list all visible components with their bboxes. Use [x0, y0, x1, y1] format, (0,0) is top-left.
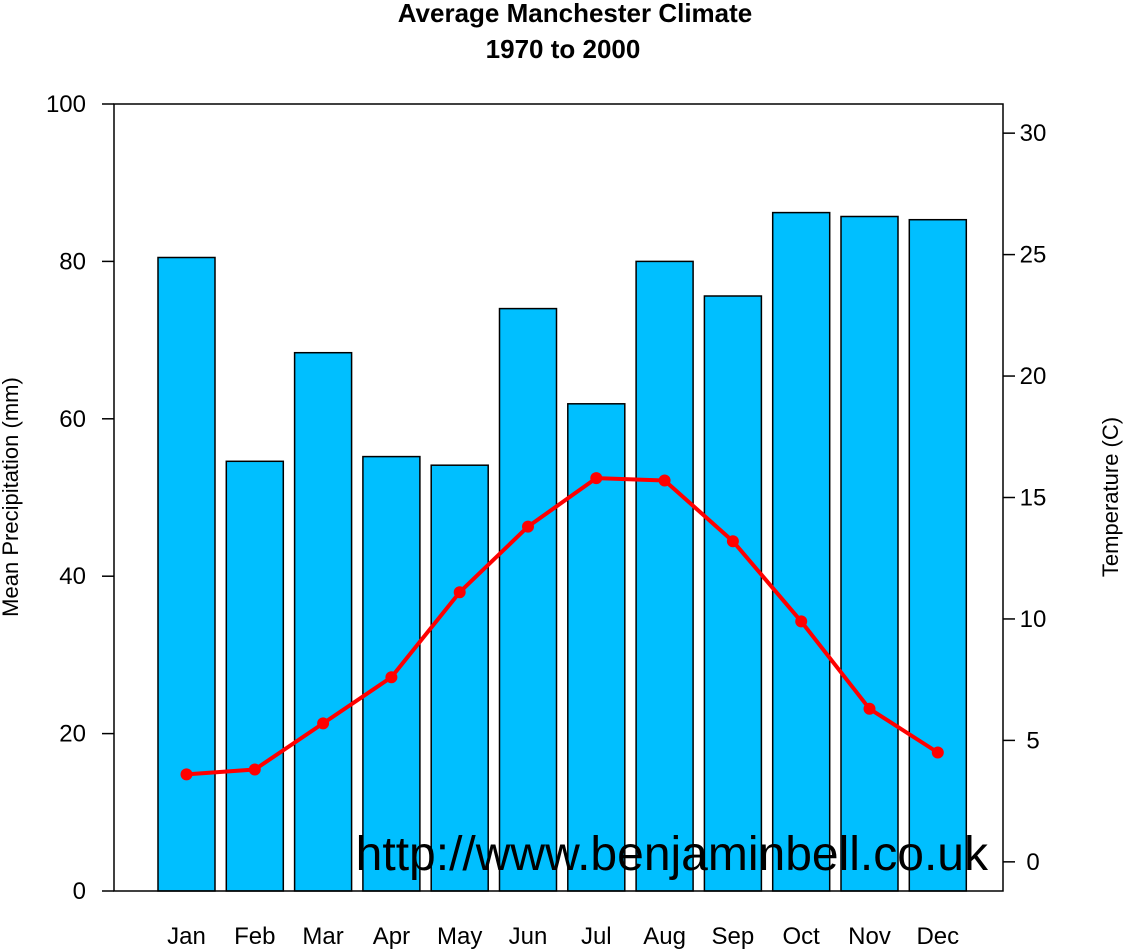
temperature-point-apr	[385, 671, 398, 684]
x-tick-label: Dec	[916, 923, 959, 950]
y-tick-label: 100	[46, 91, 86, 118]
bar-nov	[840, 215, 899, 892]
y-tick-label: 60	[59, 406, 86, 433]
y-tick-label: 40	[59, 563, 86, 590]
x-tick-label: Oct	[783, 923, 821, 950]
bar-dec	[908, 218, 968, 892]
bar-sep	[703, 295, 763, 892]
temperature-point-mar	[317, 717, 330, 730]
y2-tick-label: 15	[1020, 485, 1047, 512]
y2-tick-label: 20	[1020, 363, 1047, 390]
temperature-point-jul	[590, 472, 603, 485]
y2-axis-label: Temperature (C)	[1098, 417, 1123, 577]
x-tick-label: Aug	[643, 923, 686, 950]
bar-oct	[771, 211, 831, 892]
bar-jun	[498, 307, 558, 892]
bars-group	[157, 211, 968, 892]
chart-title: Average Manchester Climate	[398, 0, 753, 28]
x-axis: Jan Feb Mar Apr May Jun Jul Aug Sep Oct Nov Dec	[167, 923, 959, 950]
y-tick-label: 0	[73, 878, 86, 905]
temperature-point-feb	[248, 763, 261, 776]
watermark-url: http://www.benjaminbell.co.uk	[356, 828, 989, 881]
y2-tick-label: 5	[1026, 727, 1039, 754]
bar-jul	[567, 403, 626, 892]
y2-tick-label: 0	[1026, 849, 1039, 876]
x-tick-label: Nov	[848, 923, 891, 950]
x-tick-label: Feb	[234, 923, 275, 950]
x-tick-label: Mar	[302, 923, 343, 950]
y-axis-label: Mean Precipitation (mm)	[0, 377, 23, 617]
temperature-line-group	[180, 472, 944, 781]
chart-title-group: Average Manchester Climate 1970 to 2000	[398, 0, 753, 64]
temperature-line	[186, 476, 939, 777]
temperature-point-sep	[726, 535, 739, 548]
x-tick-label: Jun	[509, 923, 548, 950]
x-tick-label: Apr	[373, 923, 410, 950]
y2-tick-label: 25	[1020, 242, 1047, 269]
temperature-point-jan	[180, 768, 193, 781]
x-tick-label: Jul	[581, 923, 612, 950]
x-tick-label: Sep	[712, 923, 755, 950]
left-axis: 0 20 40 60 80 100	[46, 91, 114, 905]
y2-tick-label: 30	[1020, 120, 1047, 147]
temperature-point-nov	[863, 702, 876, 715]
right-axis: 0 5 10 15 20 25 30	[1003, 120, 1046, 876]
x-tick-label: Jan	[167, 923, 206, 950]
temperature-point-jun	[522, 520, 534, 533]
y2-tick-label: 10	[1020, 606, 1047, 633]
y-tick-label: 20	[59, 721, 86, 748]
y-tick-label: 80	[59, 248, 86, 275]
temperature-point-may	[453, 586, 466, 599]
temperature-point-oct	[795, 615, 808, 628]
temperature-point-dec	[931, 746, 944, 759]
x-tick-label: May	[437, 923, 482, 950]
bar-jan	[157, 256, 216, 892]
bar-mar	[293, 351, 353, 892]
chart-subtitle: 1970 to 2000	[486, 34, 641, 64]
temperature-point-aug	[658, 474, 671, 487]
bar-feb	[225, 460, 285, 892]
bar-may	[430, 464, 489, 892]
bar-aug	[635, 260, 694, 892]
